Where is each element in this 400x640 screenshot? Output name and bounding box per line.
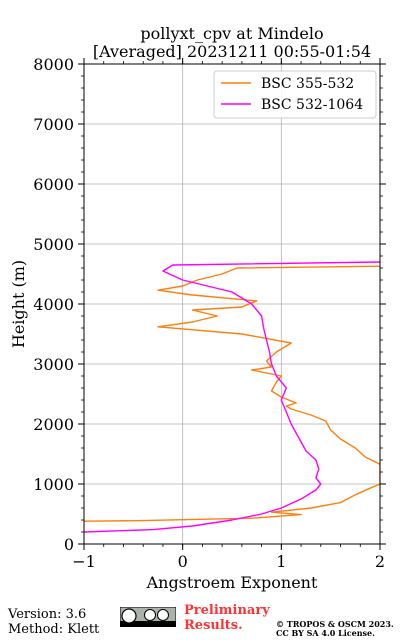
series-line-bsc-532-1064 xyxy=(84,261,380,533)
method-label: Method: Klett xyxy=(8,622,100,637)
legend-label-bsc-355-532: BSC 355-532 xyxy=(261,76,354,92)
grid-lines xyxy=(83,63,381,545)
y-tick-label: 3000 xyxy=(33,355,74,374)
chart-title: pollyxt_cpv at Mindelo xyxy=(140,24,323,43)
results-line: Results. xyxy=(184,618,243,633)
series-layer xyxy=(84,261,380,533)
license-line: CC BY SA 4.0 License. xyxy=(276,628,375,638)
legend-label-bsc-532-1064: BSC 532-1064 xyxy=(261,97,363,113)
legend-box xyxy=(213,70,377,119)
x-tick-label: −1 xyxy=(72,552,96,571)
preliminary-line: Preliminary xyxy=(184,603,270,618)
y-tick-label: 5000 xyxy=(33,235,74,254)
y-tick-label: 0 xyxy=(64,535,74,554)
y-axis-label: Height (m) xyxy=(9,260,28,348)
copyright-line: © TROPOS & OSCM 2023. xyxy=(276,619,394,629)
y-tick-label: 6000 xyxy=(33,175,74,194)
preliminary-results-note: Preliminary Results. xyxy=(184,603,270,633)
x-tick-label: 0 xyxy=(178,552,188,571)
x-tick-label: 2 xyxy=(375,552,385,571)
x-axis-label: Angstroem Exponent xyxy=(146,573,318,592)
y-tick-label: 2000 xyxy=(33,415,74,434)
y-tick-label: 7000 xyxy=(33,115,74,134)
copyright-note: © TROPOS & OSCM 2023. CC BY SA 4.0 Licen… xyxy=(276,620,394,638)
y-tick-label: 8000 xyxy=(33,55,74,74)
version-label: Version: 3.6 xyxy=(8,607,87,622)
y-tick-label: 1000 xyxy=(33,475,74,494)
chart-subtitle: [Averaged] 20231211 00:55-01:54 xyxy=(93,42,371,61)
cc-license-badge xyxy=(120,607,176,627)
legend: BSC 355-532 BSC 532-1064 xyxy=(213,70,377,119)
y-tick-label: 4000 xyxy=(33,295,74,314)
series-line-bsc-355-532 xyxy=(84,265,380,522)
x-tick-label: 1 xyxy=(276,552,286,571)
